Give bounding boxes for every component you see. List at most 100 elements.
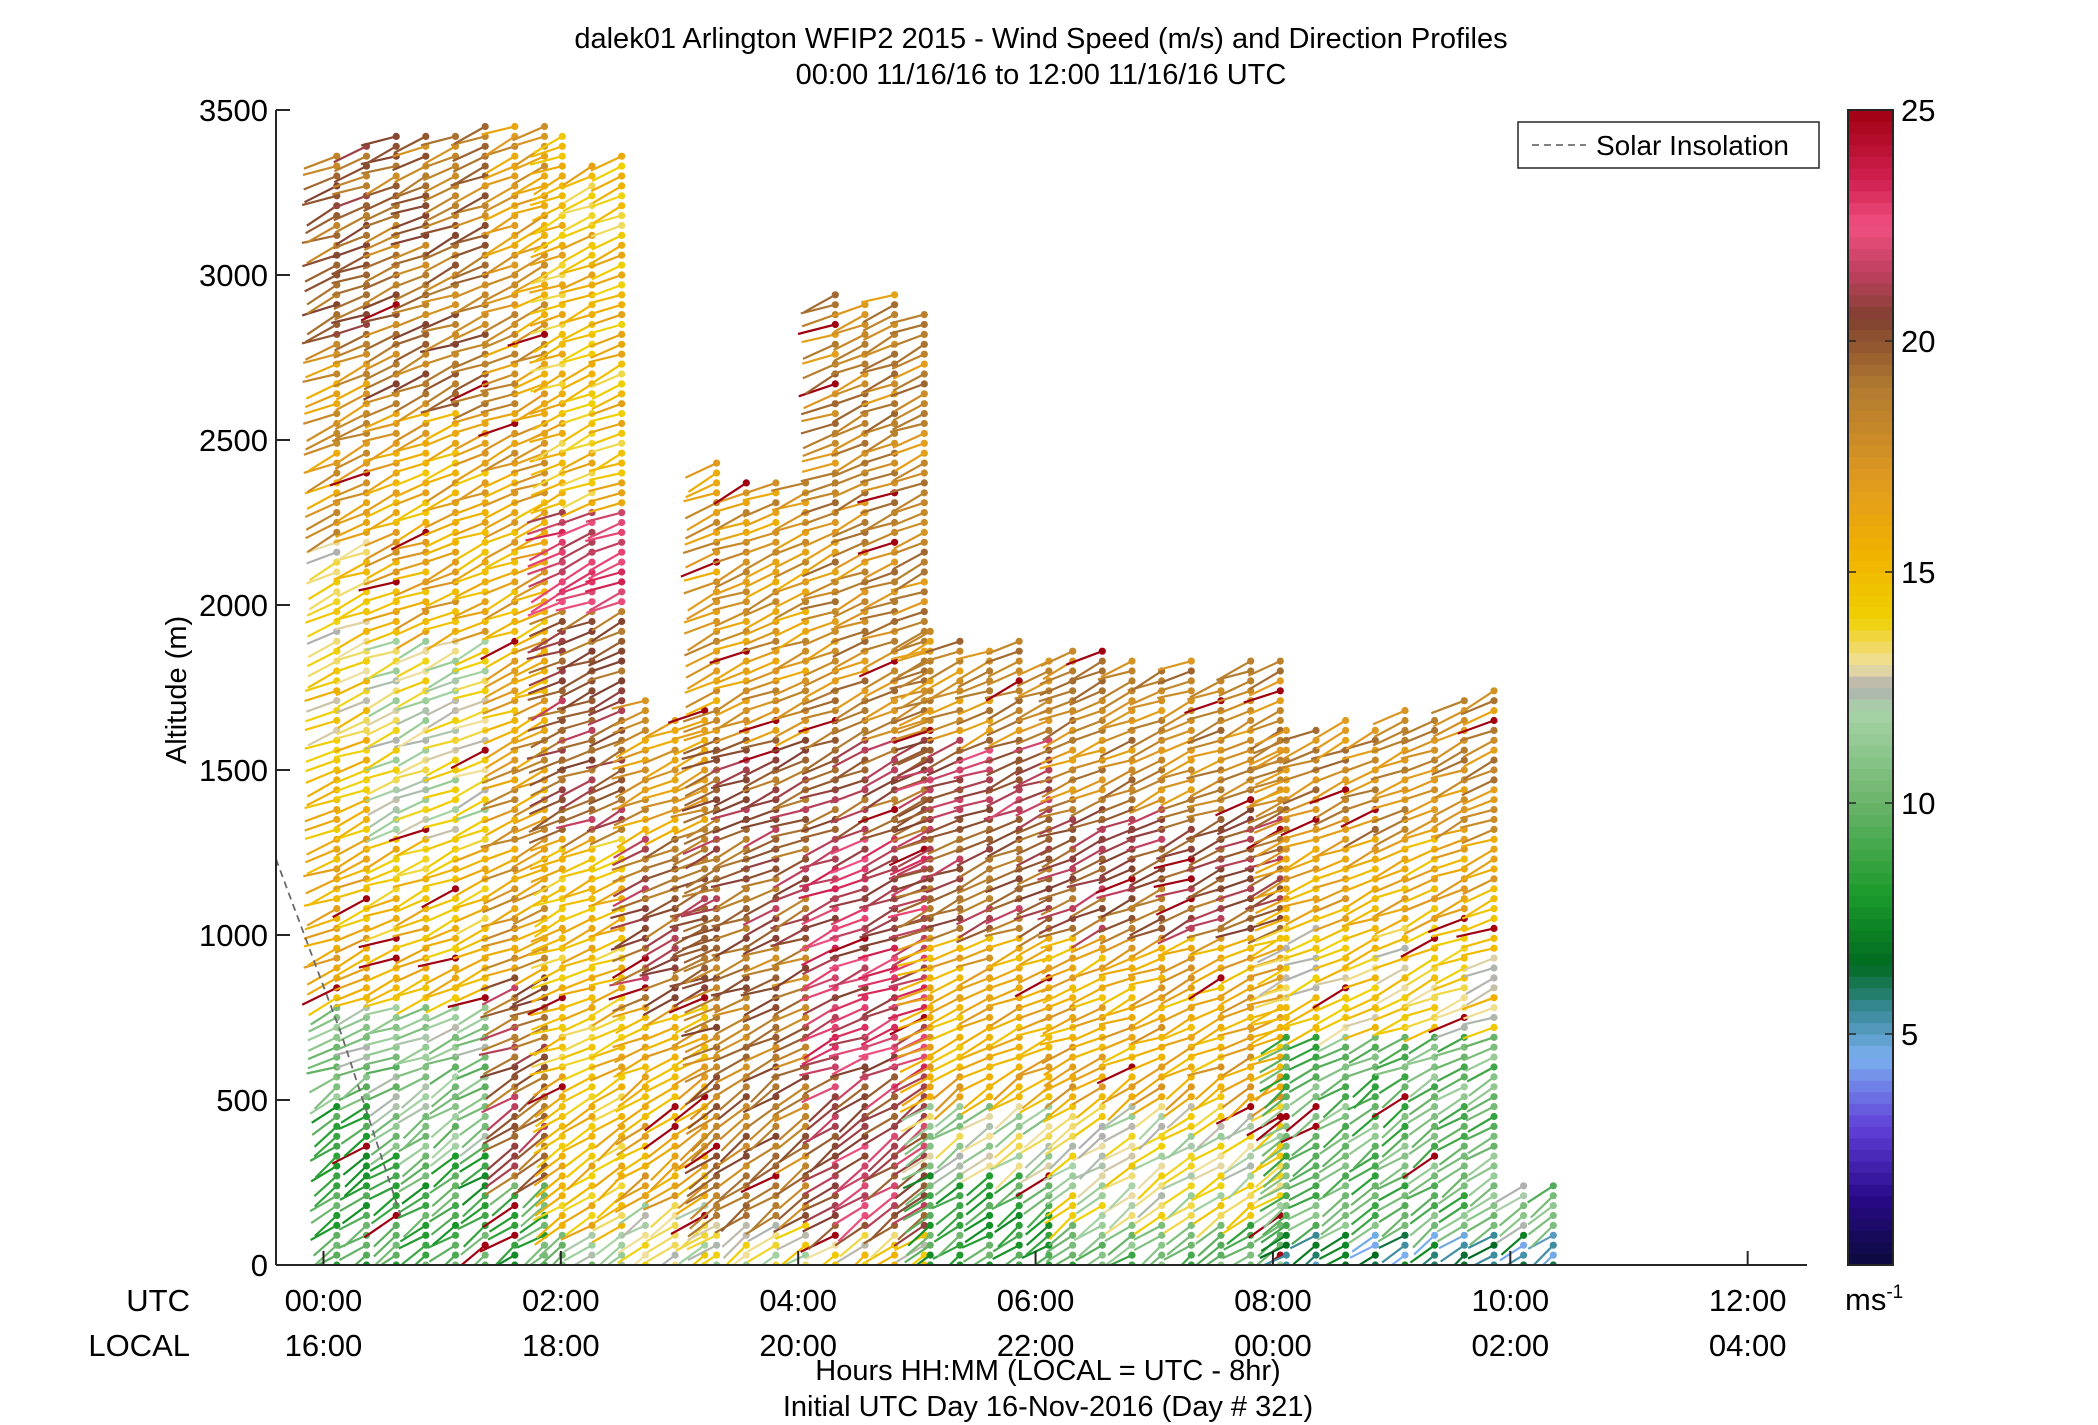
wind-barb xyxy=(332,174,367,189)
wind-barb xyxy=(335,768,367,784)
wind-barb xyxy=(334,986,367,1002)
wind-barb xyxy=(396,689,427,709)
wind-barb xyxy=(362,462,397,474)
wind-barb-point xyxy=(588,1211,596,1220)
wind-barb xyxy=(527,600,563,617)
wind-barb-point xyxy=(392,637,400,645)
wind-barb xyxy=(361,184,397,199)
wind-barb-point xyxy=(891,667,899,675)
wind-barb xyxy=(304,828,338,840)
wind-barb xyxy=(368,818,397,838)
wind-barb-point xyxy=(1069,1063,1077,1071)
wind-barb-point xyxy=(986,1192,994,1200)
wind-barb xyxy=(453,501,486,516)
wind-barb xyxy=(396,709,427,726)
wind-barb-point xyxy=(1015,637,1023,645)
wind-barb xyxy=(457,1214,486,1231)
wind-barb xyxy=(513,303,546,324)
wind-barb xyxy=(452,422,486,435)
wind-barb-point xyxy=(451,1103,460,1111)
wind-barb-point xyxy=(956,1132,964,1140)
wind-barb-point xyxy=(641,697,650,705)
wind-barb-point xyxy=(540,281,549,289)
wind-barb xyxy=(480,976,516,991)
wind-barb-point xyxy=(772,608,780,616)
wind-barb-point xyxy=(392,301,400,309)
wind-barb-point xyxy=(1015,1083,1023,1091)
wind-barb-point xyxy=(956,924,964,933)
wind-barb-point xyxy=(422,449,430,457)
wind-barb xyxy=(369,1095,397,1117)
wind-barb-point xyxy=(422,588,430,596)
wind-barb xyxy=(365,640,397,652)
wind-barb-point xyxy=(861,796,869,804)
wind-barb-point xyxy=(618,518,626,527)
wind-barb xyxy=(487,1224,516,1241)
wind-barb-point xyxy=(641,1221,650,1229)
wind-barb xyxy=(305,224,338,244)
wind-barb xyxy=(481,768,516,785)
wind-barb xyxy=(393,768,427,780)
wind-barb-point xyxy=(588,1103,596,1111)
wind-barb xyxy=(450,382,486,402)
wind-barb-point xyxy=(861,340,869,348)
wind-barb-point xyxy=(422,657,430,665)
wind-barb-point xyxy=(392,806,400,814)
wind-barb xyxy=(531,986,563,1003)
wind-barb xyxy=(483,521,516,540)
wind-barb xyxy=(427,709,457,729)
wind-barb-point xyxy=(618,212,626,220)
wind-barb-point xyxy=(891,1132,899,1140)
wind-barb-point xyxy=(451,657,460,665)
wind-barb-point xyxy=(481,162,489,170)
wind-barb-point xyxy=(861,380,869,388)
wind-barb xyxy=(367,729,397,749)
wind-barb-point xyxy=(511,707,519,715)
wind-barb xyxy=(482,1204,516,1229)
wind-barb xyxy=(535,1175,563,1198)
wind-barb xyxy=(455,481,486,503)
wind-barb xyxy=(396,1026,427,1041)
wind-barb-point xyxy=(588,1013,596,1022)
wind-barb xyxy=(481,273,516,288)
wind-barb-point xyxy=(588,647,596,655)
wind-barb xyxy=(363,244,397,259)
wind-barb-point xyxy=(540,311,549,319)
wind-barb xyxy=(453,768,486,779)
wind-barb-point xyxy=(641,1211,650,1220)
wind-barb-point xyxy=(333,429,341,437)
wind-barb-point xyxy=(511,974,519,982)
wind-barb xyxy=(428,1204,457,1223)
wind-barb-point xyxy=(671,1162,679,1170)
wind-barb xyxy=(529,155,563,166)
wind-barb xyxy=(306,1065,338,1075)
wind-barb-point xyxy=(362,1162,371,1170)
wind-barb xyxy=(423,739,456,750)
wind-barb-point xyxy=(511,558,519,566)
wind-barb xyxy=(484,858,516,876)
wind-barb-point xyxy=(742,905,750,913)
wind-barb-point xyxy=(956,667,964,675)
wind-barb-point xyxy=(333,1122,341,1130)
wind-barb xyxy=(485,749,516,769)
wind-barb xyxy=(426,1006,456,1023)
wind-barb-point xyxy=(558,1192,566,1200)
wind-barb xyxy=(511,957,545,973)
wind-barb xyxy=(483,283,516,303)
wind-barb-point xyxy=(422,1142,430,1150)
wind-barb-point xyxy=(333,905,341,913)
wind-barb xyxy=(343,1175,368,1197)
wind-barb-point xyxy=(618,508,626,517)
wind-barb-point xyxy=(511,1033,519,1041)
wind-barb xyxy=(336,580,367,598)
wind-barb xyxy=(307,620,338,638)
wind-barb xyxy=(530,957,563,970)
wind-barb-point xyxy=(481,746,489,754)
wind-barb xyxy=(334,214,368,234)
wind-barb xyxy=(362,392,397,405)
wind-barb-point xyxy=(618,429,626,437)
wind-barb-point xyxy=(540,964,549,972)
wind-barb-point xyxy=(641,905,650,913)
wind-barb xyxy=(453,165,486,186)
wind-barb-point xyxy=(861,598,869,606)
